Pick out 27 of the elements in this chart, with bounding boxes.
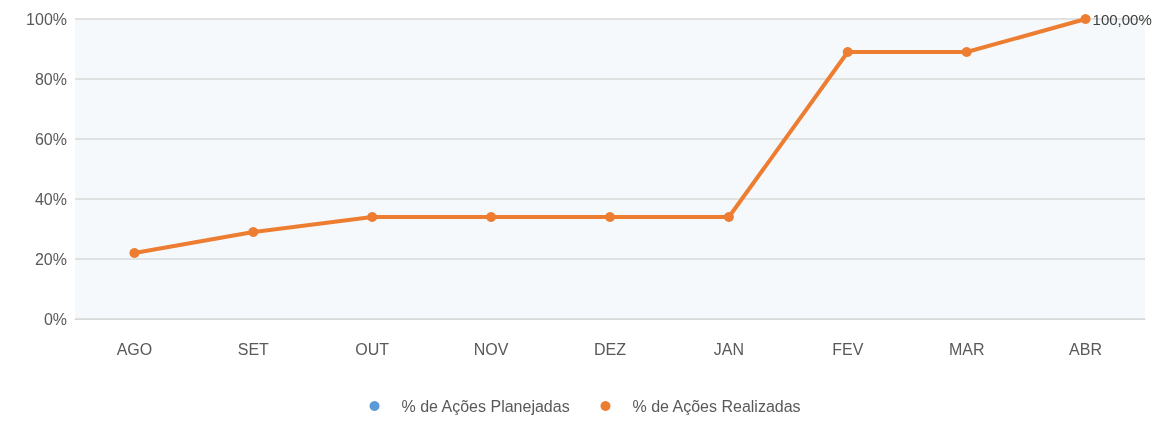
x-tick-label: DEZ bbox=[594, 340, 627, 358]
point bbox=[605, 212, 615, 222]
point bbox=[961, 47, 972, 57]
y-tick-label: 60% bbox=[34, 130, 67, 148]
point bbox=[1080, 14, 1091, 24]
legend-label: % de Ações Planejadas bbox=[401, 397, 570, 415]
y-tick-label: 100% bbox=[26, 10, 67, 28]
point bbox=[842, 47, 853, 57]
point bbox=[486, 212, 497, 222]
y-tick-label: 0% bbox=[43, 310, 67, 328]
y-tick-label: 80% bbox=[34, 70, 67, 88]
x-tick-label: JAN bbox=[713, 340, 745, 358]
x-tick-label: MAR bbox=[948, 340, 985, 358]
x-tick-label: OUT bbox=[355, 340, 390, 358]
x-tick-label: AGO bbox=[116, 340, 153, 358]
y-tick-label: 40% bbox=[34, 190, 67, 208]
x-tick-label: SET bbox=[237, 340, 270, 358]
point bbox=[248, 227, 259, 237]
point bbox=[367, 212, 378, 222]
x-tick-label: ABR bbox=[1069, 340, 1103, 358]
legend-label: % de Ações Realizadas bbox=[632, 397, 801, 415]
x-tick-label: NOV bbox=[473, 340, 509, 358]
y-tick-label: 20% bbox=[34, 250, 67, 268]
data-label: 100,00% bbox=[1092, 10, 1152, 28]
point bbox=[129, 248, 140, 258]
point bbox=[723, 212, 734, 222]
x-tick-label: FEV bbox=[832, 340, 864, 358]
